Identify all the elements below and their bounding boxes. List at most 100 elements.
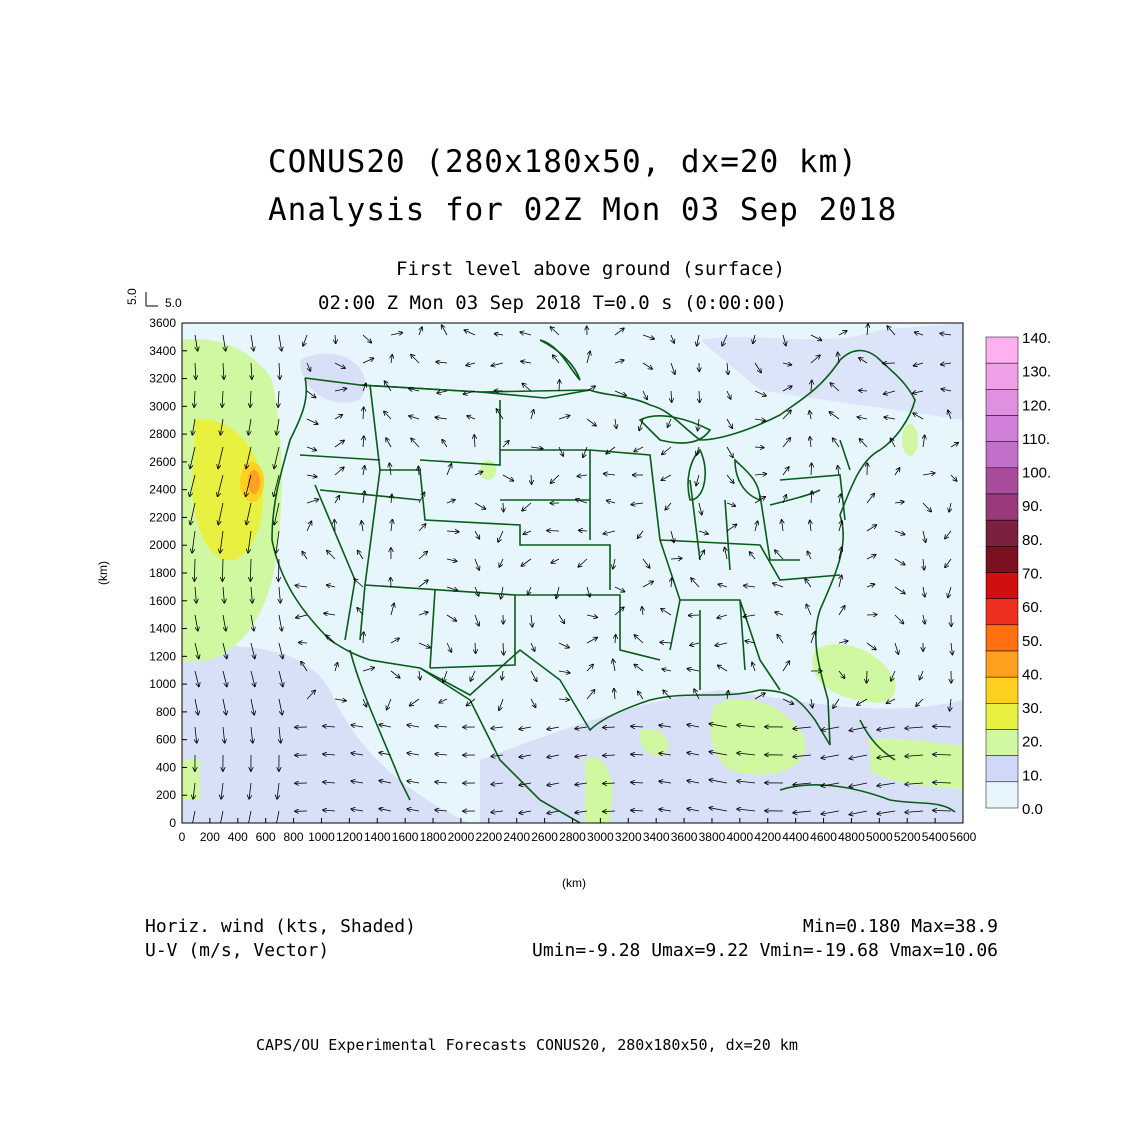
- wind-vector: [866, 642, 876, 650]
- wind-vector: [916, 698, 924, 706]
- wind-vector: [528, 586, 531, 595]
- wind-vector: [222, 670, 227, 687]
- wind-vector: [950, 474, 957, 481]
- wind-vector: [391, 355, 392, 364]
- wind-vector: [726, 390, 731, 399]
- wind-vector: [464, 330, 476, 336]
- wind-vector: [246, 502, 252, 525]
- wind-vector: [302, 552, 308, 560]
- y-tick-label: 1600: [149, 594, 176, 608]
- wind-vector: [498, 530, 504, 542]
- wind-vector: [913, 391, 924, 393]
- wind-vector: [419, 670, 420, 680]
- wind-vector: [945, 558, 952, 567]
- wind-vector: [575, 811, 588, 813]
- wind-vector: [849, 754, 868, 759]
- wind-vector: [218, 474, 224, 496]
- wind-vector: [530, 447, 543, 449]
- wind-vector: [334, 389, 346, 392]
- wind-vector: [586, 418, 596, 426]
- wind-vector: [379, 753, 392, 755]
- wind-vector: [857, 417, 868, 419]
- wind-vector: [279, 726, 281, 743]
- colorbar-swatch: [985, 362, 1019, 390]
- colorbar-label: 50.: [1022, 633, 1043, 650]
- wind-vector: [222, 390, 223, 407]
- wind-vector: [390, 603, 394, 616]
- wind-vector: [248, 530, 252, 553]
- wind-vector: [446, 531, 459, 532]
- x-tick-label: 4600: [810, 830, 837, 844]
- y-tick-label: 400: [156, 760, 176, 774]
- wind-vector: [474, 472, 483, 476]
- colorbar-swatch: [985, 415, 1019, 442]
- wind-vector: [631, 726, 644, 727]
- wind-vector: [830, 383, 840, 392]
- min-max-label: Min=0.180 Max=38.9: [802, 916, 998, 937]
- wind-vector: [793, 811, 812, 813]
- wind-vector: [583, 446, 588, 457]
- wind-vector: [755, 521, 758, 532]
- colorbar-swatch: [985, 336, 1019, 364]
- wind-vector: [687, 753, 700, 755]
- colorbar-labels: 140. 130. 120. 110. 100. 90. 80. 70. 60. 50. 40. 30…: [1022, 330, 1051, 818]
- wind-vector: [306, 475, 317, 477]
- wind-vector: [220, 418, 223, 435]
- x-tick-label: 3800: [699, 830, 726, 844]
- wind-vector: [357, 608, 364, 616]
- wind-vector: [351, 753, 364, 755]
- wind-vector: [777, 635, 784, 644]
- colorbar-swatch: [985, 493, 1019, 521]
- colorbar-swatch: [985, 519, 1019, 547]
- wind-vector: [726, 446, 733, 457]
- wind-vector: [806, 604, 812, 616]
- wind-vector: [499, 558, 504, 567]
- wind-vector: [251, 586, 252, 603]
- wind-vector: [474, 502, 485, 509]
- wind-vector: [391, 495, 392, 504]
- wind-vector: [558, 642, 569, 648]
- wind-vector: [439, 698, 448, 703]
- wind-vector: [446, 614, 456, 621]
- x-tick-label: 600: [256, 830, 276, 844]
- wind-vector: [220, 530, 224, 553]
- wind-vector: [575, 727, 588, 729]
- wind-vector: [466, 698, 476, 706]
- wind-vector: [811, 463, 812, 476]
- wind-vector: [838, 606, 845, 616]
- y-tick-label: 1800: [149, 566, 176, 580]
- wind-vector: [409, 416, 420, 420]
- wind-vector: [389, 463, 391, 476]
- wind-vector: [922, 502, 931, 512]
- wind-vector: [660, 642, 672, 643]
- wind-vector: [718, 584, 728, 587]
- y-tick-labels: 0 200 400 600 800 1000 1200 1400 1600 1800 2000 220…: [149, 316, 176, 830]
- wind-vector: [606, 446, 616, 454]
- wind-vector: [218, 502, 224, 525]
- wind-vector: [576, 499, 588, 504]
- wind-vector: [941, 363, 952, 365]
- wind-vector: [274, 474, 280, 496]
- x-axis-unit: (km): [562, 876, 586, 890]
- wind-vector: [949, 502, 951, 512]
- wind-vector: [833, 698, 840, 708]
- wind-vector: [715, 643, 728, 646]
- wind-vector: [579, 530, 588, 531]
- colorbar-swatch: [985, 441, 1019, 469]
- wind-vector: [276, 530, 280, 553]
- wind-vector: [250, 558, 251, 581]
- wind-vector: [717, 615, 728, 618]
- y-tick-label: 1400: [149, 622, 176, 636]
- wind-vector: [551, 327, 560, 336]
- wind-vector: [334, 520, 335, 532]
- colorbar-swatch: [985, 703, 1019, 730]
- wind-vector: [442, 325, 448, 336]
- wind-vector: [362, 668, 374, 672]
- wind-vector: [726, 503, 735, 506]
- wind-vector: [866, 525, 876, 532]
- wind-vector: [474, 586, 479, 596]
- wind-vector: [190, 446, 196, 468]
- wind-vector: [323, 810, 336, 811]
- wind-vector: [411, 438, 420, 448]
- wind-vector: [222, 698, 226, 715]
